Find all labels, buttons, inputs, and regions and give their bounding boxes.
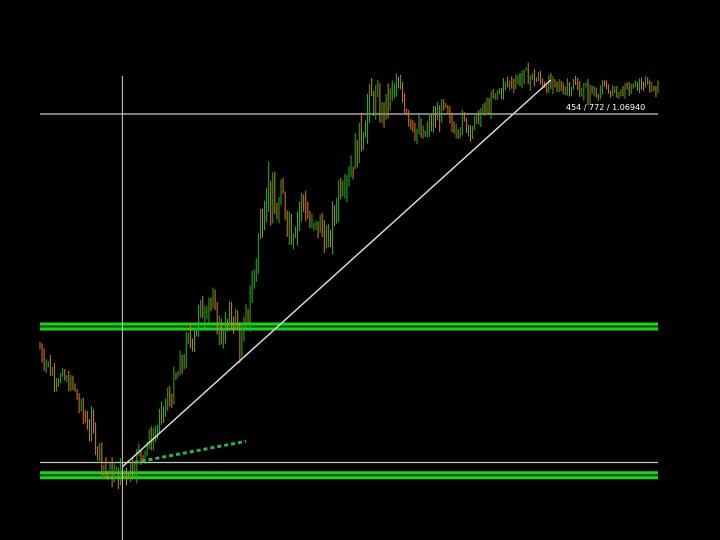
trendlines-layer	[121, 79, 552, 468]
crosshair-readout: 454 / 772 / 1.06940	[566, 103, 645, 112]
trendline-dashed-1	[134, 439, 247, 464]
levels-layer	[40, 113, 658, 480]
trendline-solid-0	[121, 79, 552, 468]
